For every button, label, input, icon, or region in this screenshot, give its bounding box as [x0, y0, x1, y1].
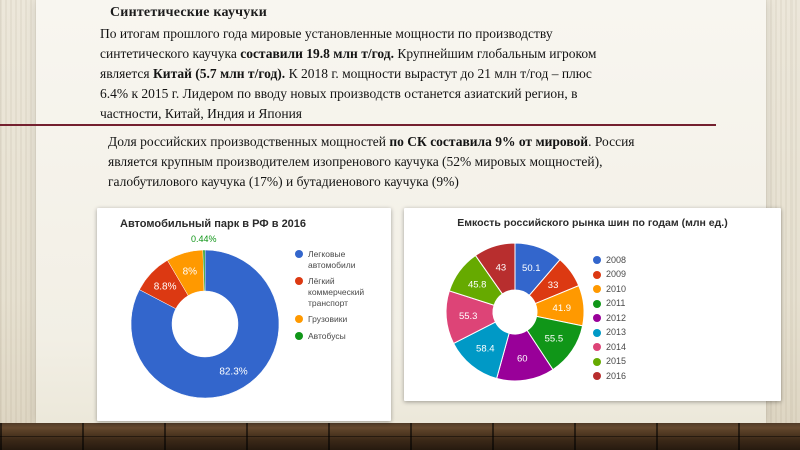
tire-market-donut-chart: 50.1 33 41.9 55.5 60 58.4 55.3 45.8 43	[404, 208, 781, 401]
legend-label: 2012	[606, 312, 627, 323]
slice-value-label: 60	[517, 354, 528, 365]
slice-value-label: 8.8%	[154, 282, 177, 293]
legend-item: 2011	[593, 297, 663, 312]
paragraph-russia-share: Доля российских производственных мощност…	[108, 132, 686, 192]
text-run-bold: по СК составила 9% от мировой	[389, 134, 589, 149]
accent-divider-line	[0, 124, 716, 126]
legend-item: 2008	[593, 253, 663, 268]
pie-slice-Легковые автомобили	[130, 249, 280, 399]
legend-label: Легковые автомобили	[308, 249, 356, 270]
tire-market-chart-card: Емкость российского рынка шин по годам (…	[404, 208, 781, 401]
slice-value-label: 0.44%	[191, 234, 217, 244]
text-run-bold: составили 19.8 млн т/год.	[240, 46, 394, 61]
legend-item: 2012	[593, 311, 663, 326]
slice-value-label: 43	[496, 263, 507, 274]
legend-item: Автобусы	[295, 331, 389, 342]
pie-slice-2016	[474, 242, 516, 295]
pie-slice-Автобусы	[202, 249, 206, 292]
car-fleet-chart-card: Автомобильный парк в РФ в 2016 82.3% 8.8%…	[97, 208, 391, 421]
slice-value-label: 55.5	[545, 334, 564, 345]
pie-svg: 82.3% 8.8% 8% 0.44%	[130, 234, 280, 399]
slice-value-label: 41.9	[553, 303, 572, 314]
slice-value-label: 82.3%	[219, 367, 247, 378]
slice-value-label: 55.3	[459, 311, 478, 322]
legend-label: 2008	[606, 254, 627, 265]
legend-swatch	[593, 270, 601, 279]
tire-market-chart-title: Емкость российского рынка шин по годам (…	[457, 217, 728, 229]
legend-swatch	[593, 256, 601, 265]
legend-swatch	[593, 285, 601, 294]
legend-label: Автобусы	[308, 330, 346, 341]
legend-swatch	[295, 250, 303, 258]
legend-swatch	[295, 315, 303, 324]
legend-swatch	[593, 343, 601, 352]
legend-label: Грузовики	[308, 314, 348, 325]
wood-floor	[0, 423, 800, 450]
slice-value-label: 8%	[183, 267, 198, 278]
legend-item: 2009	[593, 268, 663, 283]
legend-item: 2010	[593, 282, 663, 297]
text-run: К 2018 г. мощности вырастут до 21 млн т/…	[100, 66, 592, 121]
legend-item: Грузовики	[295, 314, 389, 325]
slide-title: Синтетические каучуки	[110, 5, 267, 20]
text-run: Крупнейшим глобальным игроком является	[100, 46, 597, 81]
legend-item: 2015	[593, 355, 663, 370]
slice-value-label: 45.8	[468, 279, 487, 290]
text-run-bold: Китай (5.7 млн т/год).	[153, 66, 286, 81]
legend-item: 2014	[593, 340, 663, 355]
paragraph-world-capacity: По итогам прошлого года мировые установл…	[100, 24, 615, 124]
car-fleet-chart-title: Автомобильный парк в РФ в 2016	[120, 218, 307, 230]
legend-label: 2015	[606, 356, 627, 367]
legend-swatch	[593, 314, 601, 323]
slice-value-label: 33	[548, 280, 559, 291]
text-run: Доля российских производственных мощност…	[108, 134, 390, 149]
legend-swatch	[593, 328, 601, 337]
legend-swatch	[593, 357, 601, 366]
legend-swatch	[593, 372, 601, 381]
car-fleet-legend: Легковые автомобили Лёгкий коммерческий т…	[295, 249, 389, 347]
legend-label: 2014	[606, 341, 627, 352]
legend-swatch	[593, 299, 601, 308]
legend-item: 2016	[593, 369, 663, 384]
text-run: . Россия является крупным производителем…	[108, 134, 635, 189]
tire-market-legend: 2008 2009 2010 2011 2012 2013 2014 2015 2016	[593, 253, 663, 384]
legend-label: 2011	[606, 298, 626, 309]
car-fleet-donut-chart: 82.3% 8.8% 8% 0.44%	[97, 208, 391, 421]
slice-value-label: 50.1	[522, 263, 541, 274]
legend-item: 2013	[593, 326, 663, 341]
legend-item: Легковые автомобили	[295, 249, 389, 270]
legend-swatch	[295, 331, 303, 340]
legend-swatch	[295, 277, 303, 286]
pie-svg: 50.1 33 41.9 55.5 60 58.4 55.3 45.8 43	[445, 242, 585, 382]
legend-label: 2010	[606, 283, 627, 294]
legend-item: Лёгкий коммерческий транспорт	[295, 276, 389, 308]
legend-label: 2009	[606, 269, 627, 280]
text-run: По итогам прошлого года мировые установл…	[100, 26, 553, 61]
slice-value-label: 58.4	[476, 344, 495, 355]
legend-label: 2016	[606, 370, 627, 381]
legend-label: Лёгкий коммерческий транспорт	[308, 276, 365, 308]
legend-label: 2013	[606, 327, 627, 338]
